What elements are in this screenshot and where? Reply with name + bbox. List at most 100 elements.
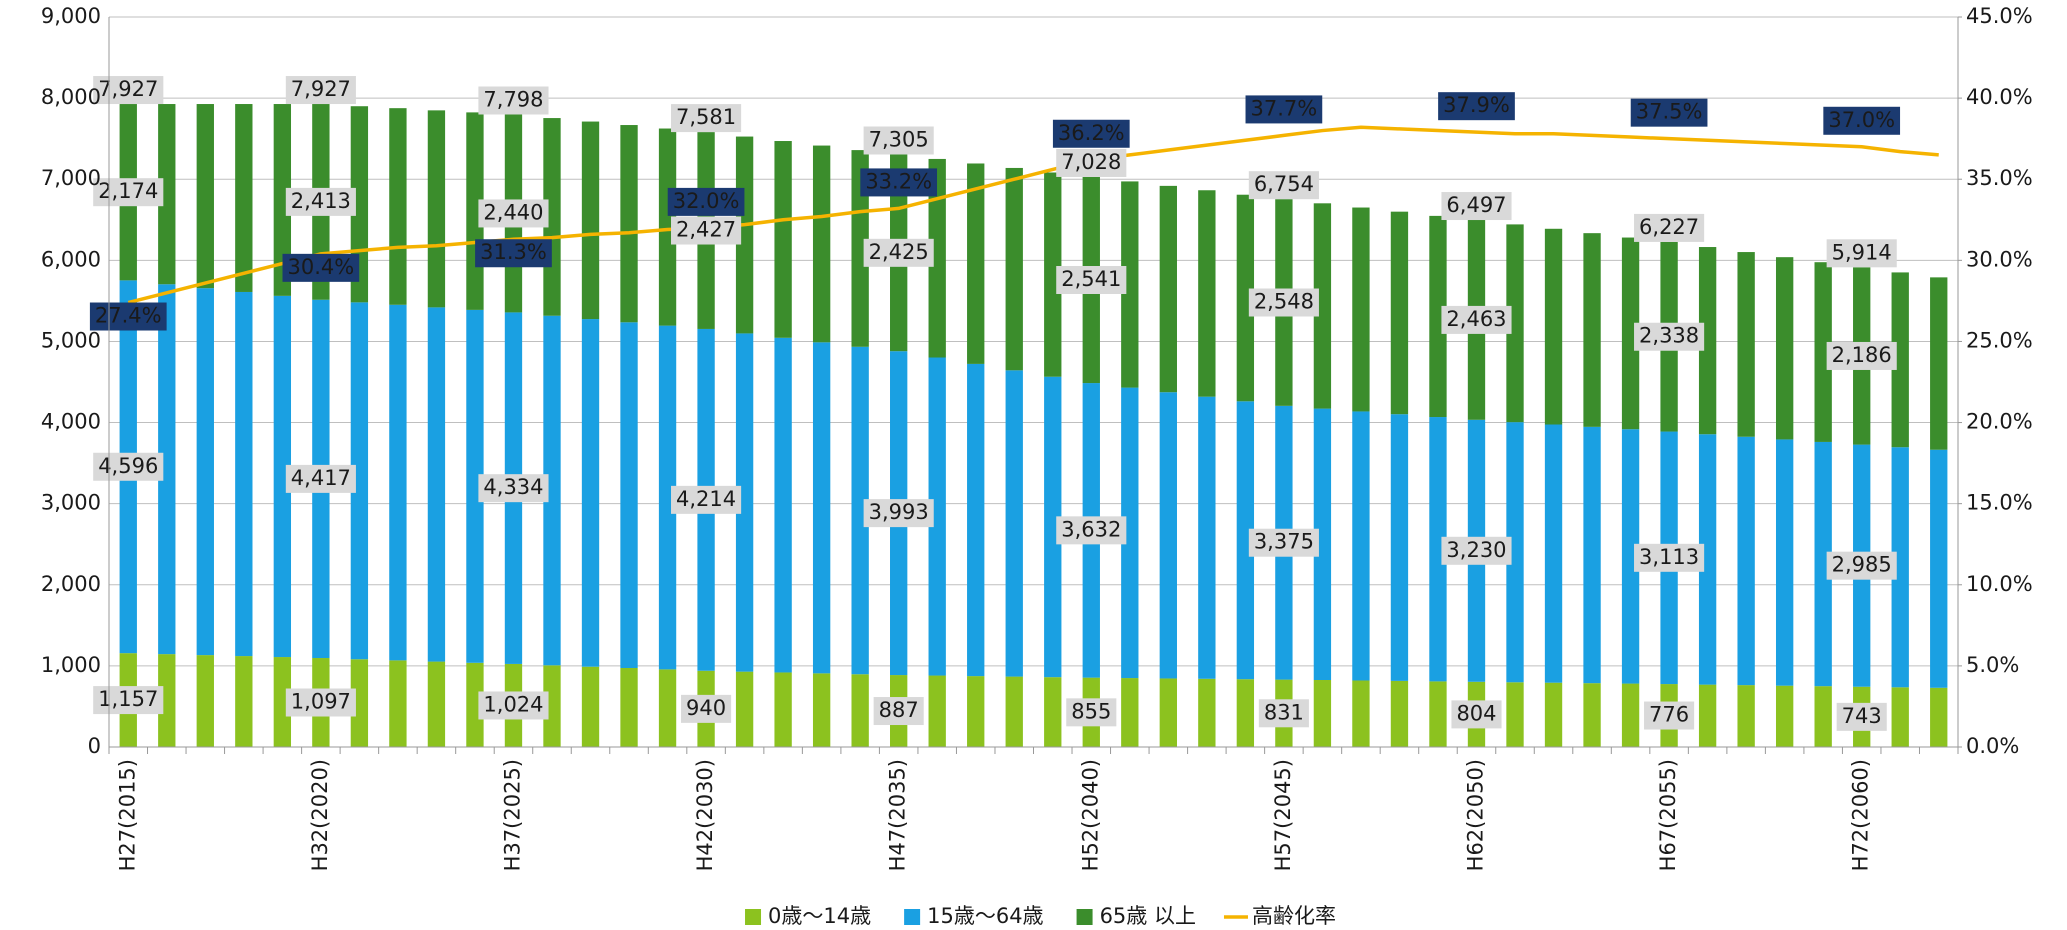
y-tick-label: 8,000	[41, 85, 101, 109]
bar-segment	[389, 304, 407, 661]
data-label-box	[1634, 543, 1705, 572]
bar-segment	[1930, 449, 1948, 688]
bar-segment	[350, 302, 369, 660]
rate-label-box	[1823, 106, 1901, 135]
bar-segment	[1005, 167, 1023, 371]
x-tick-label: H62(2050)	[1463, 759, 1487, 871]
total-label-box	[671, 104, 742, 133]
data-label-box	[681, 694, 732, 723]
bar-segment	[1198, 678, 1216, 747]
legend-swatch	[745, 909, 762, 925]
data-label-box	[93, 686, 164, 715]
data-label-box	[1248, 288, 1319, 317]
data-label: 2,174	[93, 178, 164, 207]
grid	[109, 16, 1958, 748]
y-tick-label: 7,000	[41, 166, 101, 190]
bar-segment	[581, 121, 600, 320]
bar-segment	[350, 659, 369, 747]
total-label: 7,927	[285, 76, 356, 105]
bar-segment	[158, 654, 176, 747]
rate-label: 32.0%	[667, 187, 745, 216]
bar-segment	[1737, 252, 1755, 437]
data-label-box	[93, 178, 164, 207]
bar-segment	[1506, 682, 1524, 747]
data-label: 1,157	[93, 686, 164, 715]
data-label: 4,214	[671, 485, 742, 514]
bar-segment	[1814, 441, 1832, 687]
rate-line	[127, 125, 1939, 305]
bar-segment	[1737, 685, 1755, 747]
bar-segment	[1390, 211, 1409, 415]
bar-segment	[1198, 190, 1216, 397]
x-tick-label: H67(2055)	[1656, 759, 1680, 871]
rate-label: 37.9%	[1438, 92, 1515, 121]
total-label-text: 6,754	[1254, 172, 1314, 196]
bar-segment	[620, 322, 638, 668]
data-label: 3,230	[1441, 536, 1512, 565]
data-label: 3,375	[1248, 528, 1319, 557]
data-label-text: 2,338	[1639, 324, 1699, 348]
y2-tick-label: 15.0%	[1966, 491, 2033, 515]
bar-segment	[774, 672, 792, 747]
y-tick-label: 0	[88, 734, 101, 758]
x-tick-label: H57(2045)	[1271, 759, 1295, 871]
bar-segment	[1121, 181, 1139, 388]
x-tick-label: H52(2040)	[1078, 759, 1102, 871]
data-label: 4,596	[93, 452, 164, 481]
bar-segment	[1044, 677, 1062, 747]
data-label-text: 1,157	[98, 687, 158, 711]
data-label-box	[1441, 305, 1512, 334]
data-label-text: 3,230	[1446, 538, 1506, 562]
bar-segment	[967, 163, 985, 364]
y-tick-label: 1,000	[41, 653, 101, 677]
rate-label: 37.5%	[1630, 98, 1708, 127]
bar-segment	[658, 128, 677, 326]
rate-label: 30.4%	[282, 253, 360, 282]
labels: 1,157 4,596 2,174 7,927 1,097 4,417 2,413 7,927…	[89, 76, 1901, 731]
data-label-box	[1056, 266, 1127, 295]
data-label-text: 940	[686, 696, 726, 720]
data-label: 2,440	[478, 199, 549, 228]
legend: 0歳～14歳 15歳～64歳 65歳 以上 高齢化率	[745, 904, 1336, 928]
bar-segment	[1775, 257, 1794, 440]
data-label: 2,186	[1826, 341, 1897, 370]
data-label-text: 4,334	[483, 475, 543, 499]
data-label-box	[478, 474, 549, 503]
bar-segment	[812, 342, 831, 674]
total-label: 7,927	[93, 76, 164, 105]
rate-label: 31.3%	[475, 239, 552, 268]
bar-segment	[1544, 228, 1563, 425]
y2-tick-label: 25.0%	[1966, 328, 2033, 352]
data-label-text: 2,427	[676, 218, 736, 242]
bar-segment	[1005, 676, 1023, 747]
total-label-box	[1826, 239, 1897, 268]
rate-label-box	[89, 302, 167, 331]
bar-segment	[1506, 224, 1524, 423]
data-label: 776	[1644, 701, 1695, 730]
legend-label: 65歳 以上	[1100, 904, 1196, 928]
bar-segment	[1506, 422, 1524, 683]
bar-segment	[581, 319, 600, 667]
bar-segment	[928, 675, 946, 747]
data-label: 2,427	[671, 216, 742, 245]
data-label-box	[873, 697, 924, 726]
legend-label: 15歳～64歳	[927, 904, 1043, 928]
bars	[119, 104, 1948, 747]
bar-segment	[427, 110, 446, 308]
rate-label: 33.2%	[860, 168, 938, 197]
bar-segment	[1044, 376, 1062, 678]
data-label-box	[1826, 551, 1897, 580]
total-label: 7,798	[478, 86, 549, 115]
y-tick-label: 9,000	[41, 4, 101, 28]
rate-label-box	[860, 168, 938, 197]
bar-segment	[1544, 424, 1563, 683]
bar-segment	[774, 141, 792, 338]
y2-tick-label: 40.0%	[1966, 85, 2033, 109]
bar-segment	[158, 284, 176, 655]
bar-segment	[928, 158, 946, 358]
bar-segment	[812, 145, 831, 343]
bar-segment	[1930, 277, 1948, 450]
bar-segment	[1544, 682, 1563, 747]
total-label: 6,497	[1441, 192, 1512, 221]
